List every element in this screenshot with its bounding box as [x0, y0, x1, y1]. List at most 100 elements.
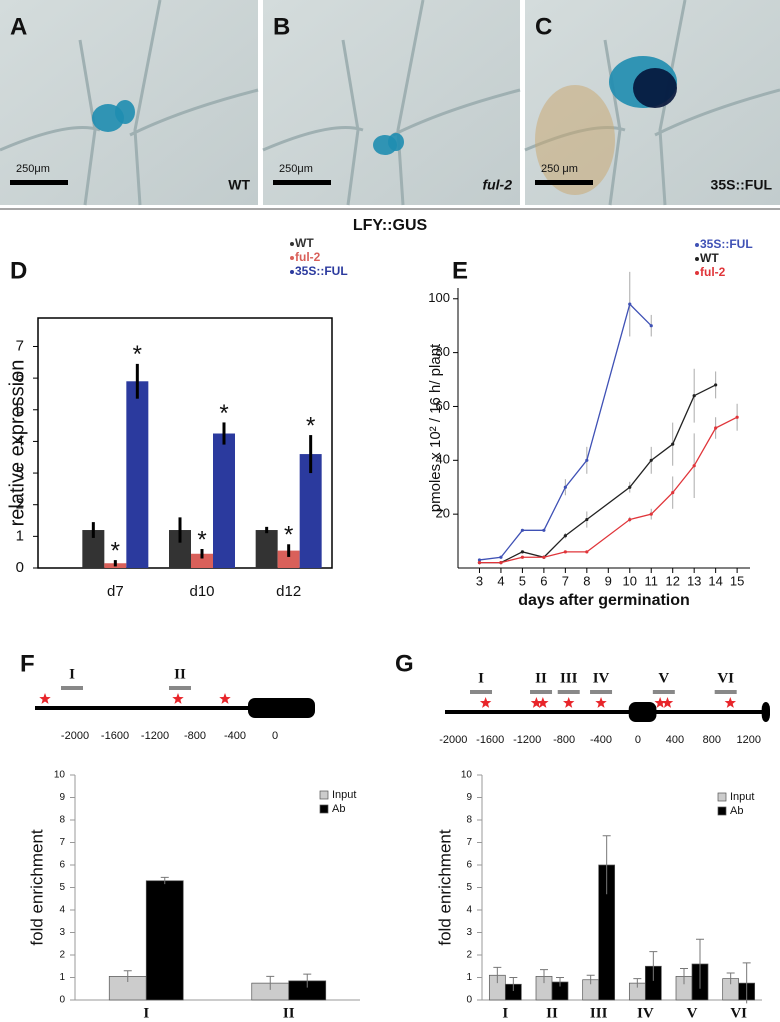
binding-site	[172, 693, 184, 704]
y-tick-label: 6	[466, 860, 472, 871]
x-tick-label: 7	[562, 573, 569, 588]
legend-marker	[695, 243, 699, 247]
stem	[262, 0, 521, 206]
map-tick-label: -2000	[61, 730, 89, 742]
bar	[299, 454, 322, 568]
legend-swatch	[717, 806, 727, 816]
y-tick-label: 6	[16, 369, 24, 386]
legend-label: 35S::FUL	[700, 237, 753, 251]
binding-site	[724, 697, 737, 708]
significance: *	[111, 537, 120, 564]
map-tick-label: 0	[272, 730, 278, 742]
y-tick-label: 0	[59, 995, 65, 1006]
point	[520, 528, 525, 532]
region-label: IV	[593, 670, 610, 686]
region-label: II	[535, 670, 547, 686]
genotype: 35S::FUL	[711, 177, 773, 193]
binding-site	[530, 697, 543, 708]
y-tick-label: 3	[466, 927, 472, 938]
point	[585, 458, 589, 462]
map-tick-label: 0	[635, 734, 641, 746]
legend-label: WT	[700, 251, 719, 265]
y-tick-label: 1	[16, 527, 24, 544]
significance: *	[284, 522, 293, 549]
x-tick-label: II	[283, 1005, 295, 1021]
y-tick-label: 4	[16, 432, 24, 449]
legend-swatch	[319, 790, 329, 800]
point	[542, 555, 546, 559]
bar	[169, 530, 191, 568]
y-axis-label: fold enrichment	[27, 829, 46, 946]
point	[499, 555, 503, 559]
panel-label: C	[535, 13, 552, 40]
panel-label: A	[10, 13, 27, 40]
scale-label: 250 μm	[541, 163, 578, 175]
panel-label: E	[452, 257, 468, 284]
x-tick-label: 10	[623, 573, 637, 588]
bar	[277, 550, 300, 568]
legend-marker	[290, 270, 294, 274]
series-line	[479, 384, 716, 564]
legend-swatch	[319, 804, 329, 814]
panel-label: G	[395, 650, 414, 677]
point	[649, 458, 653, 462]
scale-label: 250μm	[279, 163, 313, 175]
series-line	[479, 416, 738, 564]
region-label: I	[478, 670, 484, 686]
x-tick-label: 8	[583, 573, 590, 588]
y-tick-label: 0	[466, 995, 472, 1006]
y-tick-label: 5	[16, 401, 24, 418]
significance: *	[219, 400, 228, 427]
legend-label: WT	[295, 236, 314, 250]
y-tick-label: 9	[466, 792, 472, 803]
y-tick-label: 1	[466, 972, 472, 983]
y-tick-label: 60	[436, 398, 450, 413]
point	[520, 555, 525, 559]
legend-label: Ab	[332, 803, 345, 815]
point	[585, 517, 589, 522]
x-tick-label: 4	[497, 573, 504, 588]
point	[628, 302, 632, 306]
x-tick-label: III	[590, 1005, 608, 1021]
point	[499, 561, 503, 565]
legend-label: Ab	[730, 805, 743, 817]
x-tick-label: d12	[276, 583, 301, 600]
x-tick-label: d7	[107, 583, 124, 600]
legend-label: Input	[332, 789, 356, 801]
region-bar	[590, 690, 613, 694]
scale-bar	[273, 180, 331, 185]
map-tick-label: -1200	[141, 730, 169, 742]
y-tick-label: 40	[436, 452, 450, 467]
point	[563, 534, 567, 538]
x-axis-label: days after germination	[518, 592, 690, 609]
panel-label: F	[20, 650, 35, 677]
y-tick-label: 100	[428, 290, 450, 305]
gus-stain	[633, 68, 677, 108]
y-tick-label: 4	[59, 905, 65, 916]
x-tick-label: 14	[708, 573, 722, 588]
binding-site	[219, 693, 231, 704]
binding-site	[479, 697, 492, 708]
region-bar	[169, 686, 191, 690]
panel-label: B	[273, 13, 290, 40]
point	[628, 485, 632, 489]
point	[563, 485, 567, 489]
y-tick-label: 0	[16, 559, 24, 576]
map-tick-label: 400	[666, 734, 684, 746]
region-bar	[652, 690, 675, 694]
y-tick-label: 3	[59, 927, 65, 938]
binding-site	[595, 697, 607, 708]
y-tick-label: 2	[59, 950, 65, 961]
binding-site	[661, 697, 674, 708]
point	[671, 491, 675, 495]
x-tick-label: 6	[540, 573, 547, 588]
x-tick-label: V	[687, 1005, 698, 1021]
scale-bar	[10, 180, 68, 185]
y-tick-label: 7	[16, 337, 24, 354]
region-bar	[61, 686, 83, 690]
y-tick-label: 7	[59, 837, 65, 848]
x-tick-label: I	[502, 1005, 508, 1021]
legend-label: Input	[730, 791, 754, 803]
legend-marker	[290, 256, 294, 260]
